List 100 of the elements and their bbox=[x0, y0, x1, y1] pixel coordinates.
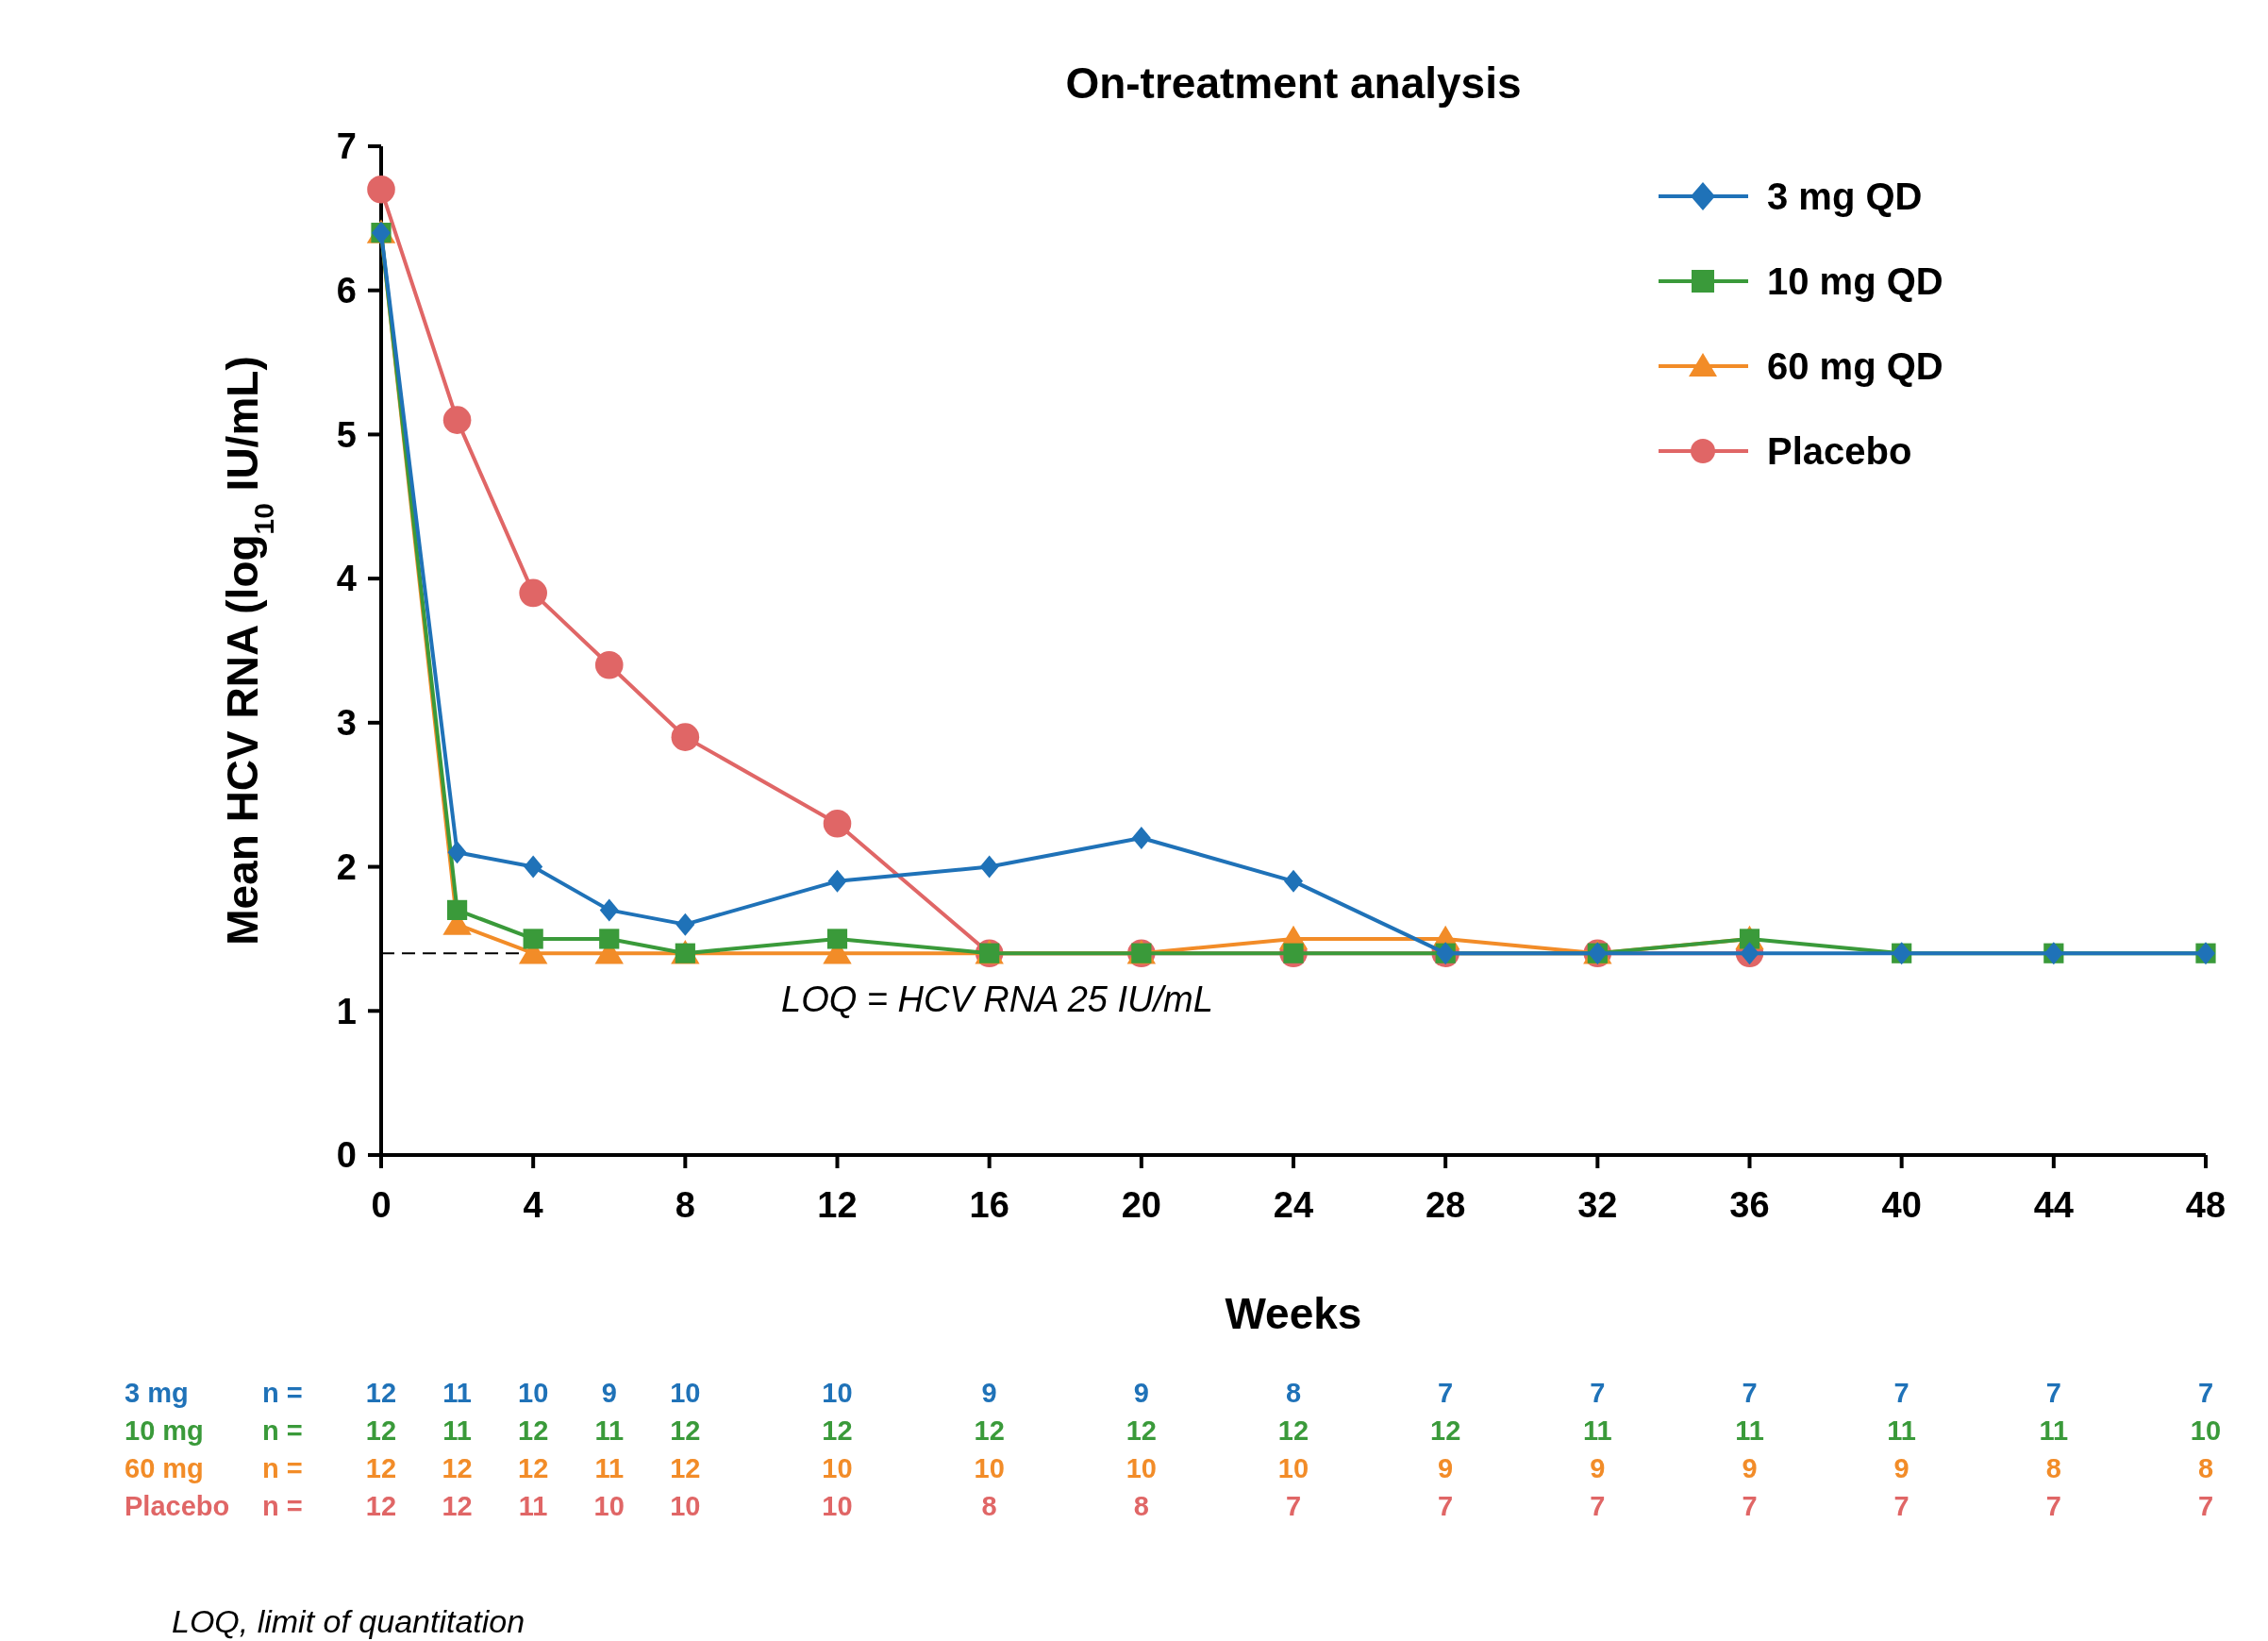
text: 12 bbox=[365, 1415, 397, 1446]
point bbox=[599, 929, 620, 949]
x-tick-label: 48 bbox=[2185, 1185, 2226, 1225]
text: 8 bbox=[2197, 1453, 2214, 1483]
text: 7 bbox=[1285, 1491, 1302, 1521]
point bbox=[524, 855, 543, 879]
legend-label: 60 mg QD bbox=[1767, 345, 1943, 387]
text: 10 bbox=[593, 1491, 625, 1521]
text: 8 bbox=[2045, 1453, 2061, 1483]
y-tick-label: 5 bbox=[336, 414, 357, 455]
text: 9 bbox=[1590, 1453, 1606, 1483]
text: 12 bbox=[442, 1491, 473, 1521]
text: 11 bbox=[442, 1415, 472, 1446]
text: 10 bbox=[670, 1491, 701, 1521]
point bbox=[827, 869, 847, 893]
text: 10 bbox=[1277, 1453, 1309, 1483]
text: 9 bbox=[601, 1378, 617, 1408]
text: 12 bbox=[518, 1415, 549, 1446]
x-tick-label: 8 bbox=[675, 1185, 695, 1225]
text: 11 bbox=[1583, 1415, 1612, 1446]
legend-label: 10 mg QD bbox=[1767, 260, 1943, 302]
text: 12 bbox=[365, 1453, 397, 1483]
x-tick-label: 20 bbox=[1121, 1185, 1161, 1225]
text: Placebo bbox=[125, 1491, 230, 1521]
text: 60 mg bbox=[125, 1453, 204, 1483]
text: 8 bbox=[981, 1491, 997, 1521]
text: 7 bbox=[2197, 1378, 2214, 1408]
legend-label: 3 mg QD bbox=[1767, 176, 1923, 217]
point bbox=[979, 855, 999, 879]
point bbox=[826, 929, 848, 949]
text: 10 bbox=[822, 1453, 853, 1483]
x-tick-label: 24 bbox=[1273, 1185, 1314, 1225]
text: 12 bbox=[1277, 1415, 1309, 1446]
text: n = bbox=[262, 1453, 303, 1483]
text: 12 bbox=[670, 1415, 701, 1446]
text: 8 bbox=[1133, 1491, 1149, 1521]
text: 10 bbox=[670, 1378, 701, 1408]
text: 7 bbox=[2045, 1378, 2061, 1408]
text: n = bbox=[262, 1415, 303, 1446]
text: 7 bbox=[2197, 1491, 2214, 1521]
point bbox=[447, 841, 467, 864]
text: 11 bbox=[1887, 1415, 1916, 1446]
y-tick-label: 4 bbox=[336, 559, 357, 599]
point bbox=[367, 176, 395, 204]
text: 9 bbox=[1438, 1453, 1454, 1483]
point bbox=[523, 929, 543, 949]
x-tick-label: 12 bbox=[817, 1185, 858, 1225]
text: 7 bbox=[1742, 1378, 1758, 1408]
text: 12 bbox=[442, 1453, 473, 1483]
point bbox=[594, 650, 624, 679]
text: 10 bbox=[974, 1453, 1005, 1483]
point bbox=[519, 578, 547, 608]
x-tick-label: 0 bbox=[371, 1185, 392, 1225]
point bbox=[675, 913, 695, 936]
text: 7 bbox=[1590, 1491, 1606, 1521]
y-tick-label: 3 bbox=[336, 703, 357, 744]
text: 7 bbox=[1438, 1378, 1454, 1408]
point bbox=[823, 809, 852, 838]
text: 7 bbox=[2045, 1491, 2061, 1521]
text: 10 bbox=[1126, 1453, 1157, 1483]
y-tick-label: 7 bbox=[336, 126, 357, 167]
point bbox=[1284, 869, 1303, 893]
text: 12 bbox=[365, 1491, 397, 1521]
text: 10 bbox=[2190, 1415, 2222, 1446]
text: 7 bbox=[1742, 1491, 1758, 1521]
text: n = bbox=[262, 1378, 303, 1408]
x-tick-label: 44 bbox=[2033, 1185, 2074, 1225]
x-tick-label: 32 bbox=[1577, 1185, 1618, 1225]
text: 7 bbox=[1438, 1491, 1454, 1521]
text: 11 bbox=[594, 1453, 625, 1483]
ref-line-label: LOQ = HCV RNA 25 IU/mL bbox=[781, 980, 1213, 1020]
text: 12 bbox=[365, 1378, 397, 1408]
text: 12 bbox=[974, 1415, 1005, 1446]
text: 9 bbox=[1742, 1453, 1758, 1483]
text: 7 bbox=[1893, 1491, 1909, 1521]
text: 12 bbox=[670, 1453, 701, 1483]
point bbox=[599, 898, 619, 922]
text: 12 bbox=[822, 1415, 853, 1446]
text: 11 bbox=[594, 1415, 625, 1446]
y-tick-label: 6 bbox=[336, 271, 357, 311]
text: 9 bbox=[981, 1378, 997, 1408]
text: 11 bbox=[518, 1491, 548, 1521]
text: 12 bbox=[1430, 1415, 1461, 1446]
x-axis-title: Weeks bbox=[1225, 1289, 1362, 1338]
text: 9 bbox=[1893, 1453, 1909, 1483]
text: 10 bbox=[822, 1491, 853, 1521]
text: LOQ, limit of quantitation bbox=[172, 1603, 525, 1639]
point bbox=[1131, 827, 1151, 850]
y-tick-label: 2 bbox=[336, 846, 357, 887]
text: 7 bbox=[1893, 1378, 1909, 1408]
text: 11 bbox=[2039, 1415, 2069, 1446]
point bbox=[446, 899, 468, 920]
x-tick-label: 36 bbox=[1729, 1185, 1770, 1225]
point bbox=[442, 406, 472, 434]
text: 9 bbox=[1133, 1378, 1149, 1408]
x-tick-label: 4 bbox=[523, 1185, 543, 1225]
x-tick-label: 16 bbox=[969, 1185, 1009, 1225]
x-tick-label: 28 bbox=[1426, 1185, 1466, 1225]
chart-title: On-treatment analysis bbox=[1065, 59, 1522, 108]
text: 11 bbox=[1735, 1415, 1764, 1446]
